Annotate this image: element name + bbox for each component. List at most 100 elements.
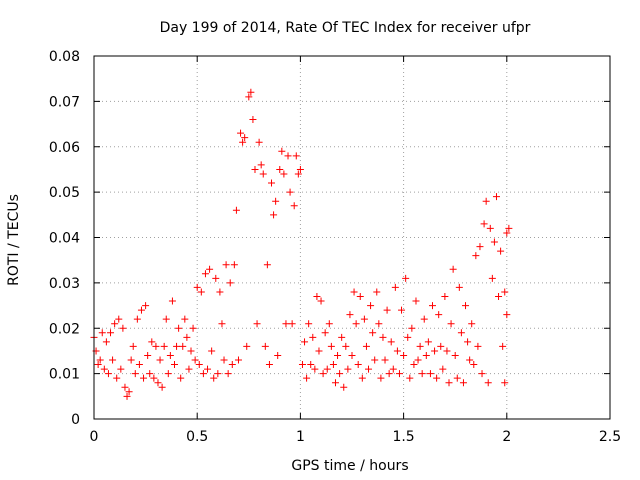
data-point (311, 365, 319, 373)
data-point (183, 333, 191, 341)
data-point (160, 342, 168, 350)
data-point (426, 370, 434, 378)
data-point (284, 152, 292, 160)
data-point (455, 283, 463, 291)
data-point (197, 288, 205, 296)
data-point (270, 211, 278, 219)
data-point (307, 361, 315, 369)
data-point (462, 302, 470, 310)
data-point (218, 320, 226, 328)
data-point (278, 147, 286, 155)
data-point (501, 379, 509, 387)
data-point (164, 370, 172, 378)
data-point (206, 265, 214, 273)
data-point (422, 351, 430, 359)
data-point (133, 315, 141, 323)
data-point (449, 265, 457, 273)
data-point (344, 365, 352, 373)
data-point (447, 320, 455, 328)
data-point (226, 279, 234, 287)
data-point (251, 165, 259, 173)
data-point (107, 329, 115, 337)
data-point (474, 342, 482, 350)
data-point (342, 342, 350, 350)
data-point (400, 351, 408, 359)
data-point (239, 138, 247, 146)
data-point (453, 374, 461, 382)
data-point (127, 356, 135, 364)
data-point (292, 152, 300, 160)
data-point (216, 288, 224, 296)
data-point (391, 283, 399, 291)
y-tick-label: 0.02 (49, 321, 80, 337)
data-point (255, 138, 263, 146)
data-point (352, 320, 360, 328)
data-point (480, 220, 488, 228)
data-point (201, 270, 209, 278)
data-point (220, 356, 228, 364)
data-point (398, 306, 406, 314)
data-point (212, 274, 220, 282)
data-point (119, 324, 127, 332)
data-point (154, 379, 162, 387)
data-point (408, 324, 416, 332)
data-point (282, 320, 290, 328)
data-point (488, 274, 496, 282)
data-point (416, 342, 424, 350)
data-point (280, 170, 288, 178)
data-point (424, 338, 432, 346)
data-point (362, 342, 370, 350)
data-point (259, 170, 267, 178)
data-point (321, 329, 329, 337)
data-point (142, 302, 150, 310)
data-point (381, 356, 389, 364)
data-point (404, 333, 412, 341)
data-point (168, 297, 176, 305)
plot-frame (93, 55, 611, 420)
data-point (313, 292, 321, 300)
data-point (367, 302, 375, 310)
data-point (191, 356, 199, 364)
grid (94, 56, 610, 419)
data-point (175, 324, 183, 332)
data-point (503, 229, 511, 237)
data-point (104, 370, 112, 378)
data-point (497, 247, 505, 255)
data-point (414, 356, 422, 364)
data-point (247, 88, 255, 96)
y-tick-label: 0.07 (49, 94, 80, 110)
data-point (232, 206, 240, 214)
y-tick-label: 0.04 (49, 231, 80, 247)
data-point (193, 283, 201, 291)
data-point (144, 351, 152, 359)
data-point (156, 356, 164, 364)
data-point (309, 333, 317, 341)
data-point (418, 370, 426, 378)
data-point (499, 342, 507, 350)
data-point (327, 342, 335, 350)
data-point (228, 361, 236, 369)
data-point (131, 370, 139, 378)
data-point (140, 374, 148, 382)
data-point (158, 383, 166, 391)
data-point (303, 374, 311, 382)
data-point (301, 338, 309, 346)
data-point (208, 347, 216, 355)
data-point (329, 361, 337, 369)
data-point (373, 288, 381, 296)
data-point (137, 306, 145, 314)
data-point (146, 370, 154, 378)
data-point (261, 342, 269, 350)
x-tick-label: 1 (296, 429, 305, 445)
data-point (173, 342, 181, 350)
data-point (478, 370, 486, 378)
data-point (135, 361, 143, 369)
data-point (336, 370, 344, 378)
data-point (385, 370, 393, 378)
data-point (428, 302, 436, 310)
data-point (276, 165, 284, 173)
data-point (331, 379, 339, 387)
data-point (435, 311, 443, 319)
data-point (224, 370, 232, 378)
data-point (490, 238, 498, 246)
